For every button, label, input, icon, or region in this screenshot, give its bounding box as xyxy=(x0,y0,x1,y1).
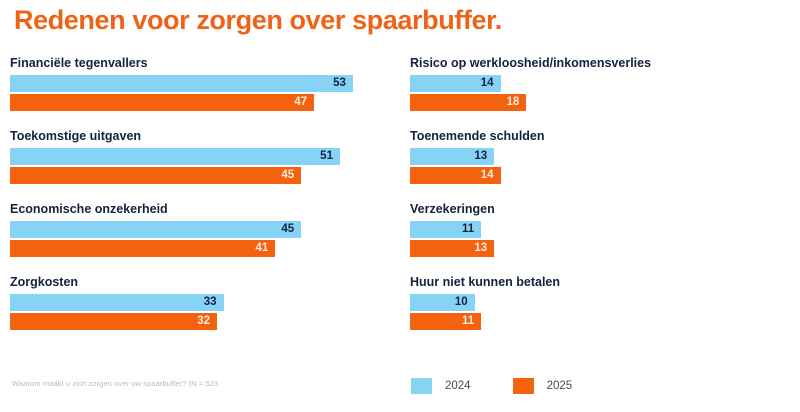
bar-2024: 14 xyxy=(410,75,501,92)
bar-value-label: 45 xyxy=(281,223,295,235)
bar-value-label: 53 xyxy=(333,77,346,89)
legend-item-2025: 2025 xyxy=(512,378,573,394)
bar-2024: 11 xyxy=(410,221,482,238)
bar-2025: 32 xyxy=(10,313,218,330)
bar-group: Huur niet kunnen betalen 10 11 xyxy=(410,275,800,331)
bar-row: 53 xyxy=(10,75,400,92)
bar-row: 13 xyxy=(410,240,800,257)
legend-swatch-icon xyxy=(411,378,432,394)
bar-value-label: 33 xyxy=(203,296,217,308)
legend-item-2024: 2024 xyxy=(411,378,471,394)
bar-2025: 13 xyxy=(410,240,495,257)
bar-row: 33 xyxy=(10,294,400,311)
bar-value-label: 51 xyxy=(320,150,333,162)
bar-value-label: 11 xyxy=(461,223,475,235)
bar-value-label: 47 xyxy=(294,96,308,108)
bar-row: 14 xyxy=(410,167,800,184)
bar-group-label: Toekomstige uitgaven xyxy=(10,129,142,143)
bar-row: 47 xyxy=(10,94,400,111)
bar-row: 10 xyxy=(410,294,800,311)
bar-2024: 45 xyxy=(10,221,302,238)
bar-row: 13 xyxy=(410,148,800,165)
bar-2024: 51 xyxy=(10,148,340,165)
legend-label: 2025 xyxy=(546,380,573,392)
bar-value-label: 32 xyxy=(197,315,211,327)
bar-group: Risico op werkloosheid/inkomensverlies 14… xyxy=(410,56,800,112)
bar-2025: 45 xyxy=(10,167,302,184)
legend-label: 2024 xyxy=(445,380,471,392)
bar-value-label: 18 xyxy=(506,96,520,108)
bar-value-label: 13 xyxy=(474,242,488,254)
bar-value-label: 41 xyxy=(255,242,269,254)
bar-group: Toenemende schulden 13 14 xyxy=(410,129,800,185)
bar-row: 11 xyxy=(410,313,800,330)
bar-group-label: Financiële tegenvallers xyxy=(10,56,148,70)
chart-legend: 2024 2025 xyxy=(411,378,614,394)
chart-footnote: Waarom maakt u zich zorgen over uw spaar… xyxy=(12,379,219,388)
bar-value-label: 14 xyxy=(480,169,494,181)
bar-row: 51 xyxy=(10,148,400,165)
bar-row: 32 xyxy=(10,313,400,330)
bar-2025: 41 xyxy=(10,240,276,257)
bar-group-label: Huur niet kunnen betalen xyxy=(410,275,561,289)
bar-2024: 53 xyxy=(10,75,353,92)
bar-2024: 33 xyxy=(10,294,224,311)
page-title: Redenen voor zorgen over spaarbuffer. xyxy=(14,5,502,35)
bar-2025: 47 xyxy=(10,94,315,111)
bar-group-label: Economische onzekerheid xyxy=(10,202,168,216)
bar-row: 18 xyxy=(410,94,800,111)
bar-row: 11 xyxy=(410,221,800,238)
bar-row: 45 xyxy=(10,221,400,238)
legend-swatch-icon xyxy=(512,378,534,394)
bar-row: 14 xyxy=(410,75,800,92)
bar-value-label: 11 xyxy=(461,315,475,327)
bar-group: Financiële tegenvallers 53 47 xyxy=(10,56,400,112)
bar-value-label: 45 xyxy=(281,169,295,181)
bar-2024: 10 xyxy=(410,294,475,311)
chart-column-right: Risico op werkloosheid/inkomensverlies 14… xyxy=(410,56,800,348)
bar-2024: 13 xyxy=(410,148,495,165)
bar-group-label: Verzekeringen xyxy=(410,202,495,216)
bar-2025: 18 xyxy=(410,94,527,111)
bar-row: 45 xyxy=(10,167,400,184)
chart-column-left: Financiële tegenvallers 53 47 Toekomstige u… xyxy=(10,56,400,348)
bar-row: 41 xyxy=(10,240,400,257)
bar-group: Economische onzekerheid 45 41 xyxy=(10,202,400,258)
bar-value-label: 14 xyxy=(480,77,494,89)
bar-group-label: Zorgkosten xyxy=(10,275,79,289)
bar-2025: 14 xyxy=(410,167,501,184)
bar-group-label: Toenemende schulden xyxy=(410,129,545,143)
bar-2025: 11 xyxy=(410,313,482,330)
bar-group: Zorgkosten 33 32 xyxy=(10,275,400,331)
bar-value-label: 13 xyxy=(474,150,488,162)
bar-group: Toekomstige uitgaven 51 45 xyxy=(10,129,400,185)
bar-group: Verzekeringen 11 13 xyxy=(410,202,800,258)
bar-group-label: Risico op werkloosheid/inkomensverlies xyxy=(410,56,652,70)
bar-value-label: 10 xyxy=(454,296,468,308)
